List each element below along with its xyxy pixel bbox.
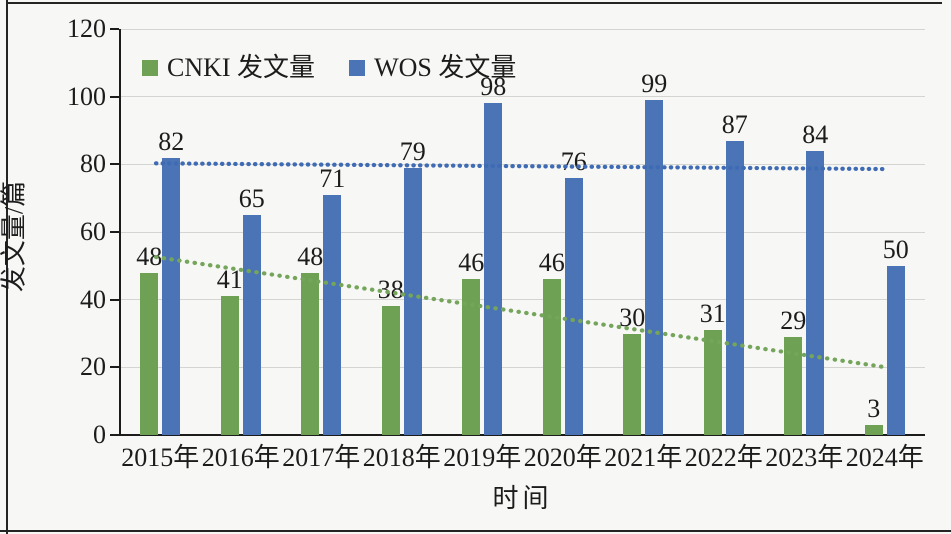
legend-item-wos: WOS 发文量 <box>349 55 516 81</box>
legend-item-cnki: CNKI 发文量 <box>142 55 315 81</box>
x-tick-label-2022年: 2022年 <box>684 443 763 472</box>
x-tick-label-2019年: 2019年 <box>443 443 522 472</box>
bar-WOS 发文量-2018年 <box>403 167 422 435</box>
y-axis-tick-0 <box>110 434 119 436</box>
y-axis-tick-40 <box>110 298 119 301</box>
y-tick-label-100: 100 <box>67 81 106 111</box>
bar-CNKI 发文量-2021年 <box>623 333 642 435</box>
bar-CNKI 发文量-2022年 <box>703 330 722 435</box>
y-tick-label-40: 40 <box>80 284 106 314</box>
bar-CNKI 发文量-2020年 <box>542 279 561 435</box>
bar-CNKI 发文量-2015年 <box>140 272 159 435</box>
bar-WOS 发文量-2015年 <box>162 157 181 435</box>
bar-value-label-WOS 发文量-2023年: 84 <box>802 119 829 149</box>
x-tick-label-2024年: 2024年 <box>845 443 924 472</box>
page-frame-bottom-line <box>0 530 951 532</box>
y-axis-tick-80 <box>110 163 119 166</box>
bar-value-label-WOS 发文量-2024年: 50 <box>882 234 909 264</box>
chart-legend: CNKI 发文量 WOS 发文量 <box>142 55 516 81</box>
gridline-20 <box>120 366 925 368</box>
cnki-series-swatch-icon <box>142 60 158 76</box>
x-tick-label-2017年: 2017年 <box>282 443 361 472</box>
bar-WOS 发文量-2017年 <box>323 194 342 435</box>
y-axis-tick-120 <box>110 28 119 30</box>
bar-value-label-WOS 发文量-2016年: 65 <box>238 184 265 214</box>
x-tick-label-2015年: 2015年 <box>121 443 200 472</box>
y-tick-label-20: 20 <box>80 352 106 382</box>
x-tick-label-2018年: 2018年 <box>362 443 441 472</box>
bar-value-label-WOS 发文量-2018年: 79 <box>399 136 426 166</box>
x-tick-label-2016年: 2016年 <box>201 443 280 472</box>
gridline-80 <box>120 163 925 165</box>
bar-WOS 发文量-2023年 <box>806 150 825 435</box>
y-axis-tick-20 <box>110 366 119 369</box>
legend-label-cnki: CNKI 发文量 <box>167 53 316 82</box>
y-axis-title: 发文量/篇 <box>0 180 29 293</box>
x-tick-label-2020年: 2020年 <box>523 443 602 472</box>
x-tick-label-2021年: 2021年 <box>604 443 683 472</box>
bar-CNKI 发文量-2016年 <box>220 296 239 435</box>
bar-value-label-WOS 发文量-2019年: 98 <box>480 72 507 102</box>
y-tick-label-80: 80 <box>80 149 106 179</box>
bar-value-label-WOS 发文量-2015年: 82 <box>158 126 185 156</box>
y-tick-label-0: 0 <box>93 420 106 449</box>
gridline-120 <box>120 28 925 30</box>
page-frame-left-line <box>6 0 8 534</box>
y-axis-line <box>119 29 121 435</box>
y-tick-label-60: 60 <box>80 217 106 246</box>
bar-value-label-WOS 发文量-2017年: 71 <box>319 163 346 193</box>
bar-WOS 发文量-2022年 <box>725 140 744 435</box>
bar-WOS 发文量-2020年 <box>564 177 583 435</box>
bar-value-label-CNKI 发文量-2024年: 3 <box>867 393 881 423</box>
y-axis-tick-100 <box>110 95 119 98</box>
bar-CNKI 发文量-2019年 <box>462 279 481 435</box>
bar-WOS 发文量-2024年 <box>886 265 905 435</box>
x-axis-title: 时间 <box>492 484 553 513</box>
bar-value-label-WOS 发文量-2022年: 87 <box>721 109 748 139</box>
bar-value-label-WOS 发文量-2021年: 99 <box>641 69 668 99</box>
gridline-60 <box>120 231 925 233</box>
bar-WOS 发文量-2019年 <box>484 103 503 435</box>
legend-label-wos: WOS 发文量 <box>374 53 517 82</box>
x-tick-label-2023年: 2023年 <box>765 443 844 472</box>
gridline-40 <box>120 299 925 301</box>
x-axis-line <box>119 434 925 436</box>
gridline-100 <box>120 96 925 98</box>
page-frame-top-line <box>6 2 942 4</box>
bar-WOS 发文量-2021年 <box>645 100 664 435</box>
bar-CNKI 发文量-2023年 <box>784 336 803 435</box>
bar-CNKI 发文量-2017年 <box>301 272 320 435</box>
bar-WOS 发文量-2016年 <box>242 215 261 435</box>
bar-CNKI 发文量-2018年 <box>381 306 400 435</box>
bar-CNKI 发文量-2024年 <box>864 424 883 435</box>
bar-value-label-WOS 发文量-2020年: 76 <box>560 146 587 176</box>
wos-series-swatch-icon <box>349 60 366 76</box>
y-tick-label-120: 120 <box>67 14 106 43</box>
y-axis-tick-60 <box>110 231 119 233</box>
